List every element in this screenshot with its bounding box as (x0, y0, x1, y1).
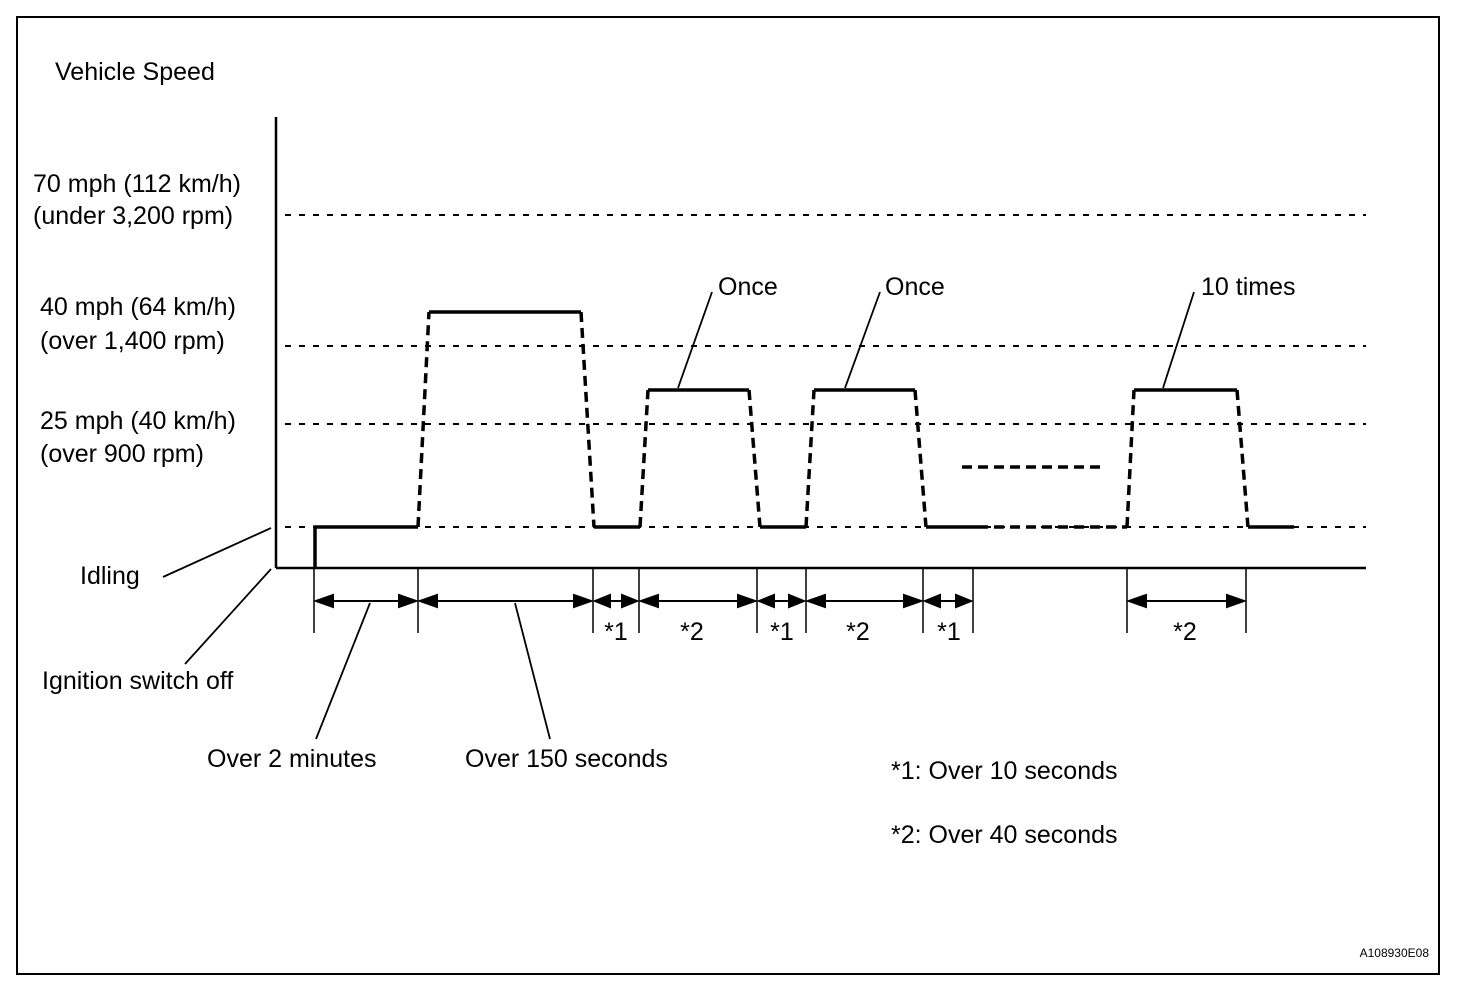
idling-label: Idling (80, 562, 140, 590)
interval-label-4: *2 (846, 618, 870, 646)
leader-lines (162, 291, 1195, 740)
idle-start-segment (313, 525, 418, 568)
transition-ramps (416, 311, 1250, 529)
note-2: *2: Over 40 seconds (891, 821, 1118, 849)
duration-label-2: Over 150 seconds (465, 745, 668, 773)
y-axis-title: Vehicle Speed (55, 58, 215, 86)
interval-ticks (313, 568, 1247, 633)
interval-arrows (312, 593, 1248, 609)
ramp-down-25-2 (913, 389, 928, 528)
ramp-up-40 (416, 311, 431, 528)
speed-profile (313, 310, 1294, 568)
interval-label-5: *1 (937, 618, 961, 646)
level-40-label-line1: 40 mph (64 km/h) (40, 293, 236, 321)
ramp-up-25-3 (1125, 389, 1136, 528)
level-70-label-line1: 70 mph (112 km/h) (33, 170, 241, 198)
interval-label-6: *2 (1173, 618, 1197, 646)
duration-label-1: Over 2 minutes (207, 745, 377, 773)
figure-border (16, 16, 1440, 975)
level-70-label-line2: (under 3,200 rpm) (33, 202, 233, 230)
ramp-down-25-3 (1235, 389, 1250, 528)
ramp-up-25-1 (638, 389, 650, 528)
figure-code: A108930E08 (1360, 946, 1430, 960)
ramp-down-40 (579, 311, 596, 528)
note-1: *1: Over 10 seconds (891, 757, 1118, 785)
ramp-up-25-2 (804, 389, 816, 528)
level-25-label-line1: 25 mph (40 km/h) (40, 407, 236, 435)
interval-label-1: *1 (604, 618, 628, 646)
interval-label-3: *1 (770, 618, 794, 646)
repeat-label-1: Once (718, 273, 778, 301)
repeat-label-2: Once (885, 273, 945, 301)
interval-label-2: *2 (680, 618, 704, 646)
level-25-label-line2: (over 900 rpm) (40, 440, 204, 468)
repeat-label-3: 10 times (1201, 273, 1295, 301)
ignition-off-label: Ignition switch off (42, 667, 233, 695)
ramp-down-25-1 (747, 389, 762, 528)
level-40-label-line2: (over 1,400 rpm) (40, 327, 225, 355)
